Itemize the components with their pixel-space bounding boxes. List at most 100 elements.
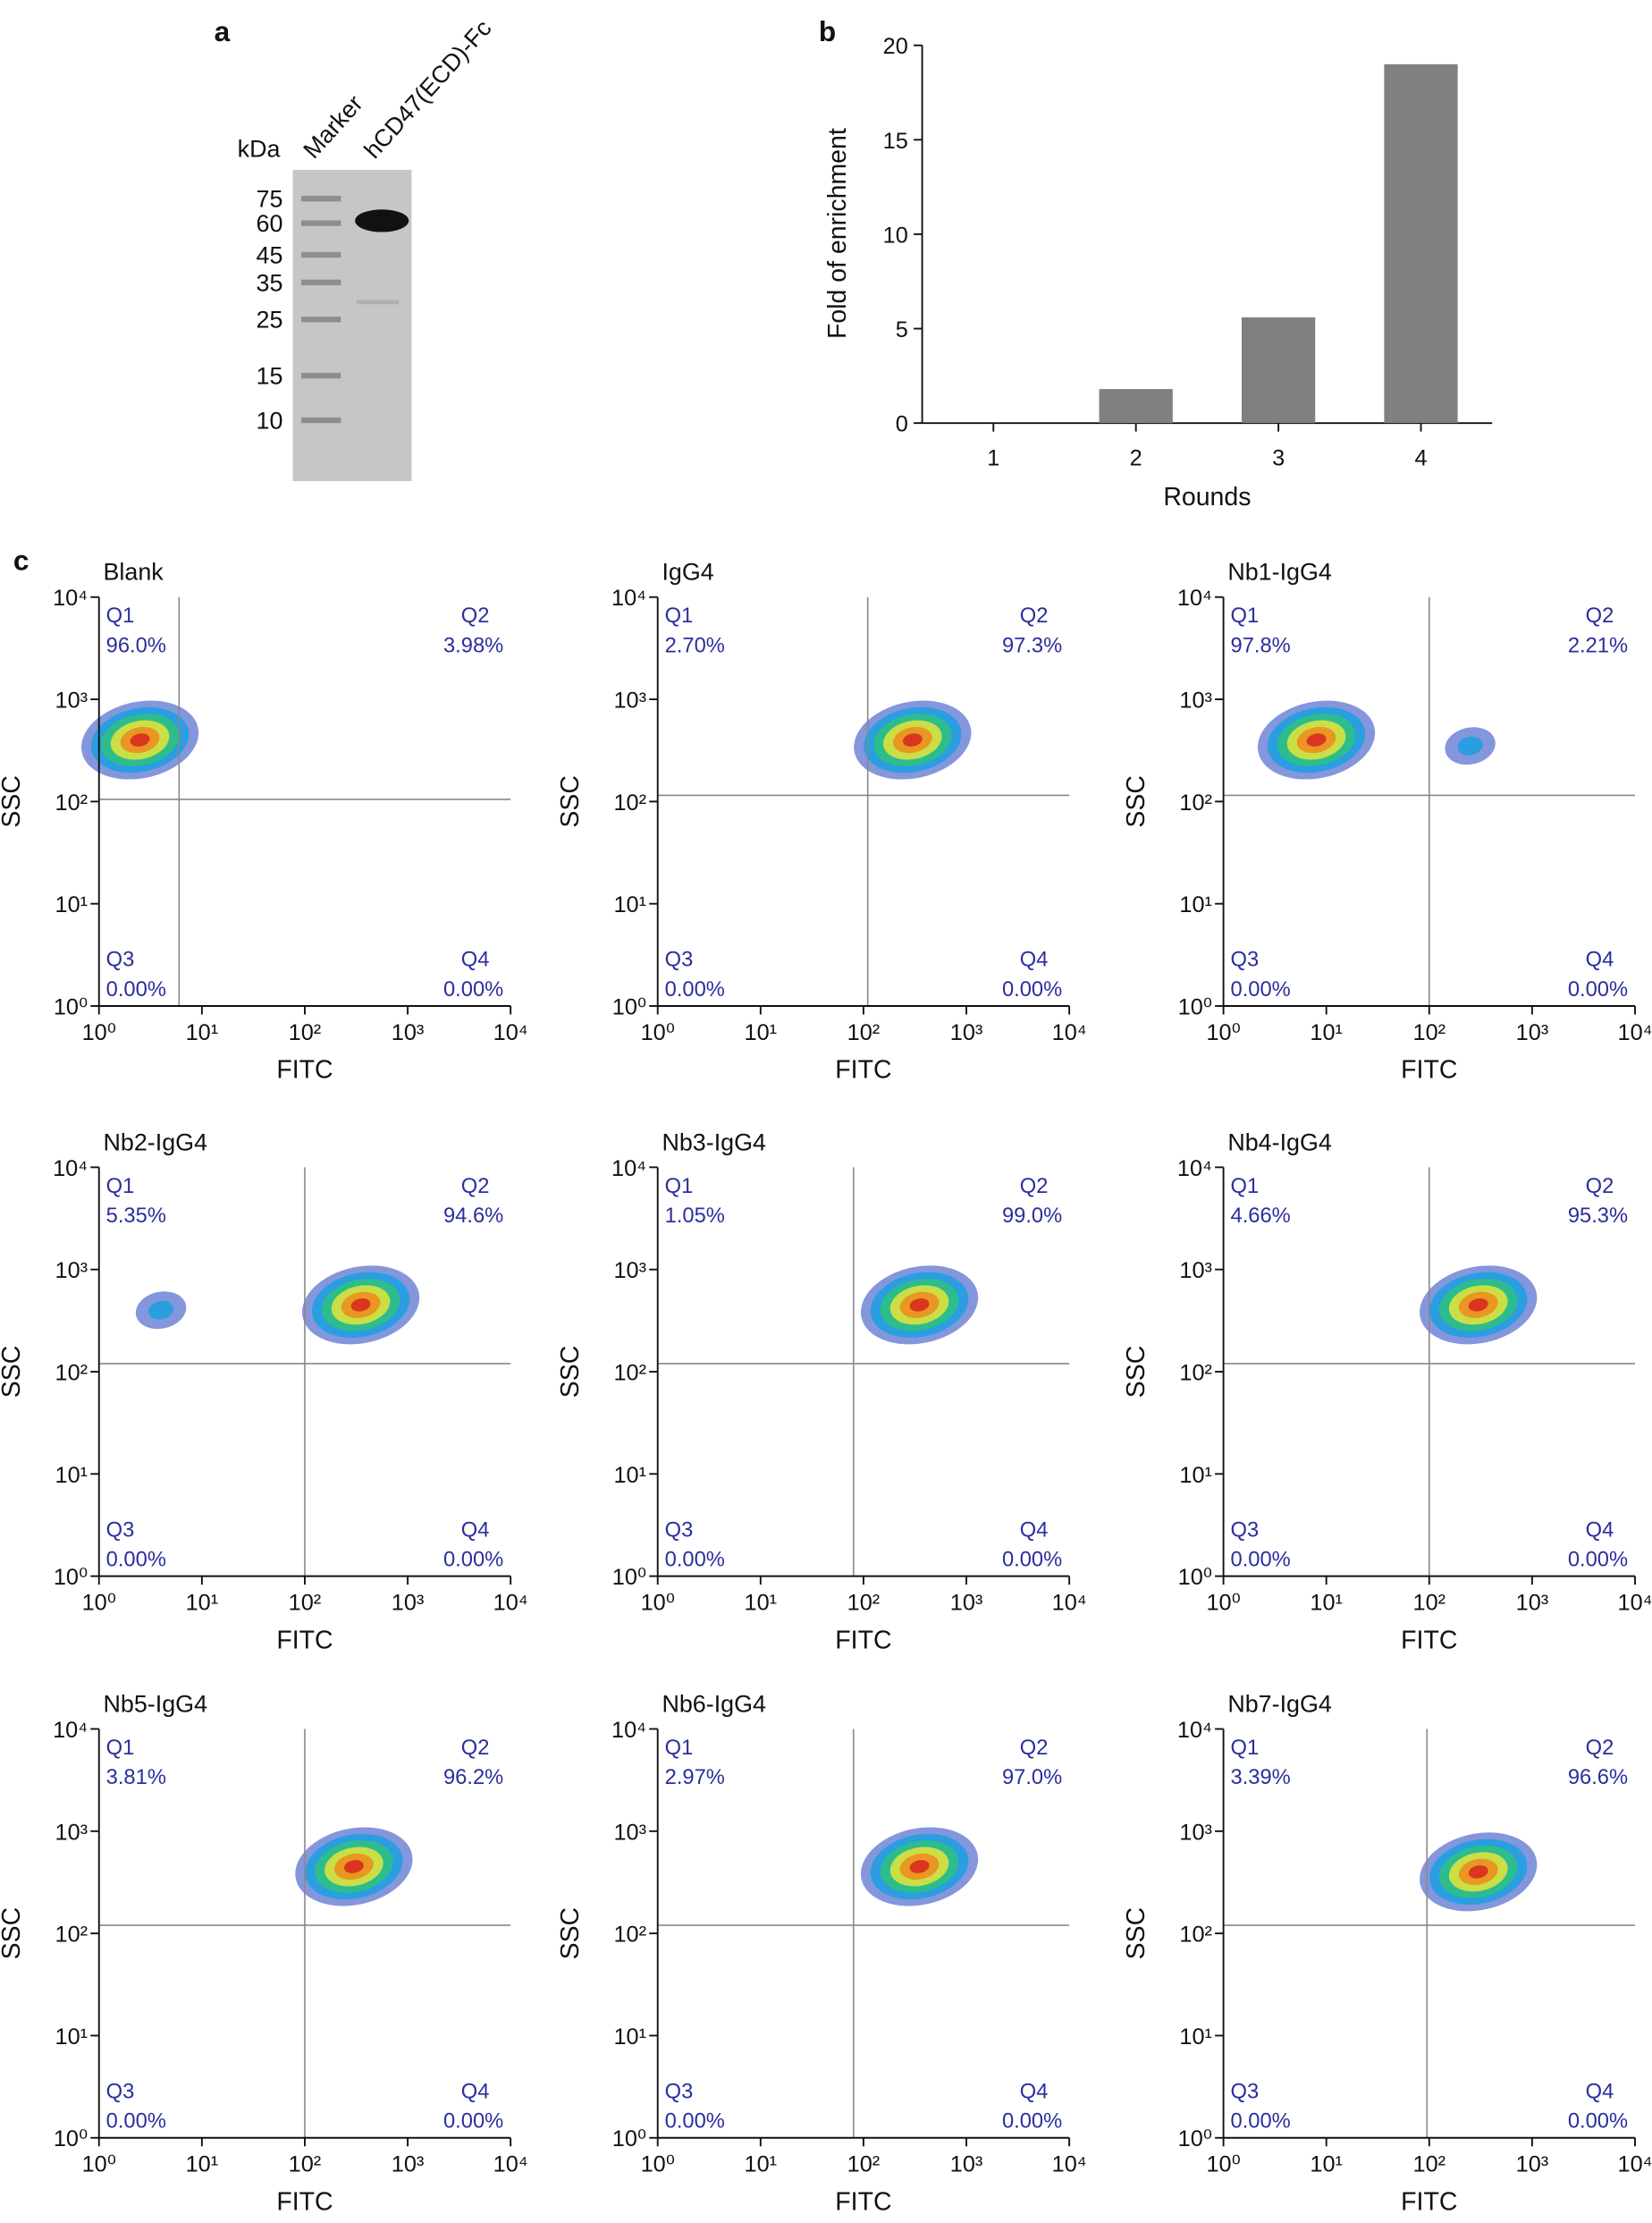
quadrant-percent: 96.2% — [443, 1766, 503, 1789]
quadrant-percent: 0.00% — [1568, 1549, 1628, 1572]
y-axis-title: SSC — [1122, 1907, 1150, 1960]
x-tick-label: 2 — [1130, 446, 1142, 471]
x-tick-label: 10⁴ — [1618, 1591, 1652, 1616]
density-cloud — [1468, 1297, 1488, 1312]
y-tick-label: 10² — [1179, 1360, 1212, 1385]
marker-label: 45 — [257, 241, 283, 268]
quadrant-name: Q1 — [665, 1175, 694, 1198]
y-tick-label: 10⁰ — [1178, 994, 1212, 1019]
quadrant-percent: 0.00% — [1568, 978, 1628, 1002]
density-cloud — [130, 733, 150, 747]
x-tick-label: 10⁰ — [1206, 2152, 1240, 2177]
y-axis-title: SSC — [1122, 1346, 1150, 1399]
density-cloud — [1468, 1864, 1488, 1879]
x-tick-label: 10⁴ — [493, 1020, 528, 1045]
unit-label: kDa — [238, 136, 281, 163]
quadrant-percent: 0.00% — [443, 1549, 503, 1572]
quadrant-percent: 2.70% — [665, 634, 725, 657]
plot-title: Nb7-IgG4 — [1227, 1691, 1332, 1718]
x-tick-label: 10² — [289, 1020, 322, 1045]
quadrant-percent: 0.00% — [106, 1549, 166, 1572]
density-cloud — [350, 1297, 371, 1312]
bar — [1384, 63, 1458, 424]
x-tick-label: 10² — [1413, 1020, 1446, 1045]
y-tick-label: 10⁰ — [612, 994, 646, 1019]
y-tick-label: 10¹ — [613, 1463, 646, 1488]
density-cloud — [343, 1860, 364, 1873]
x-tick-label: 10⁴ — [1052, 1020, 1087, 1045]
quadrant-name: Q3 — [665, 2080, 694, 2103]
quadrant-percent: 0.00% — [1002, 2110, 1062, 2134]
y-tick-label: 10³ — [613, 689, 646, 714]
quadrant-percent: 0.00% — [106, 978, 166, 1002]
plot-title: Nb6-IgG4 — [662, 1691, 766, 1718]
bar — [1241, 317, 1316, 424]
marker-label: 15 — [257, 363, 283, 390]
x-tick-label: 10³ — [950, 1591, 983, 1616]
panel-label: b — [819, 15, 836, 47]
bar — [1099, 389, 1173, 424]
quadrant-percent: 99.0% — [1002, 1204, 1062, 1228]
density-cloud — [1306, 733, 1327, 747]
quadrant-percent: 0.00% — [443, 978, 503, 1002]
x-tick-label: 10² — [289, 2152, 322, 2177]
y-tick-label: 10² — [55, 1360, 88, 1385]
quadrant-name: Q1 — [1231, 1175, 1260, 1198]
plot-title: Nb5-IgG4 — [104, 1691, 208, 1718]
plot-title: Nb4-IgG4 — [1227, 1128, 1332, 1155]
y-tick-label: 10³ — [613, 1258, 646, 1283]
quadrant-percent: 0.00% — [106, 2110, 166, 2134]
x-tick-label: 10¹ — [1310, 1020, 1343, 1045]
x-tick-label: 10⁰ — [641, 1020, 675, 1045]
y-tick-label: 10³ — [55, 689, 88, 714]
quadrant-name: Q1 — [106, 1737, 135, 1760]
quadrant-name: Q2 — [1020, 1175, 1049, 1198]
quadrant-name: Q3 — [1231, 2080, 1260, 2103]
quadrant-percent: 1.05% — [665, 1204, 725, 1228]
quadrant-name: Q2 — [461, 1175, 490, 1198]
marker-label: 25 — [257, 307, 283, 334]
y-tick-label: 10⁴ — [1177, 1156, 1212, 1181]
quadrant-percent: 95.3% — [1568, 1204, 1628, 1228]
y-tick-label: 10¹ — [1179, 892, 1212, 917]
quadrant-percent: 97.3% — [1002, 634, 1062, 657]
x-tick-label: 4 — [1414, 446, 1427, 471]
y-axis-title: SSC — [0, 1346, 26, 1399]
quadrant-name: Q1 — [1231, 604, 1260, 628]
quadrant-percent: 0.00% — [1568, 2110, 1628, 2134]
quadrant-name: Q4 — [1586, 949, 1614, 972]
quadrant-name: Q4 — [461, 1518, 490, 1542]
plot-title: Nb1-IgG4 — [1227, 559, 1332, 586]
x-tick-label: 10¹ — [186, 1591, 219, 1616]
y-tick-label: 20 — [883, 34, 908, 59]
y-tick-label: 10² — [55, 790, 88, 816]
y-tick-label: 10¹ — [55, 892, 88, 917]
x-tick-label: 10⁰ — [1206, 1591, 1240, 1616]
y-tick-label: 10¹ — [55, 2024, 88, 2050]
y-tick-label: 10⁴ — [1177, 586, 1212, 611]
quadrant-name: Q4 — [1020, 2080, 1049, 2103]
quadrant-name: Q1 — [665, 1737, 694, 1760]
density-cloud — [902, 733, 923, 747]
y-tick-label: 10² — [1179, 790, 1212, 816]
x-tick-label: 10⁰ — [82, 1020, 116, 1045]
marker-label: 75 — [257, 186, 283, 213]
quadrant-name: Q4 — [1586, 1518, 1614, 1542]
y-tick-label: 10³ — [1179, 1258, 1212, 1283]
quadrant-percent: 3.39% — [1231, 1766, 1291, 1789]
quadrant-name: Q4 — [1586, 2080, 1614, 2103]
x-tick-label: 10² — [847, 2152, 881, 2177]
x-tick-label: 10³ — [392, 1020, 425, 1045]
x-tick-label: 10³ — [1516, 1591, 1549, 1616]
quadrant-percent: 0.00% — [1231, 978, 1291, 1002]
y-tick-label: 10⁴ — [1177, 1718, 1212, 1743]
y-tick-label: 10³ — [55, 1258, 88, 1283]
y-tick-label: 5 — [896, 317, 908, 342]
y-tick-label: 10¹ — [613, 2024, 646, 2050]
quadrant-percent: 0.00% — [665, 978, 725, 1002]
x-tick-label: 10⁰ — [82, 2152, 116, 2177]
lane-label: hCD47(ECD)-Fc — [358, 14, 496, 164]
quadrant-percent: 0.00% — [1002, 1549, 1062, 1572]
y-tick-label: 10⁴ — [53, 1156, 88, 1181]
x-tick-label: 10³ — [392, 2152, 425, 2177]
